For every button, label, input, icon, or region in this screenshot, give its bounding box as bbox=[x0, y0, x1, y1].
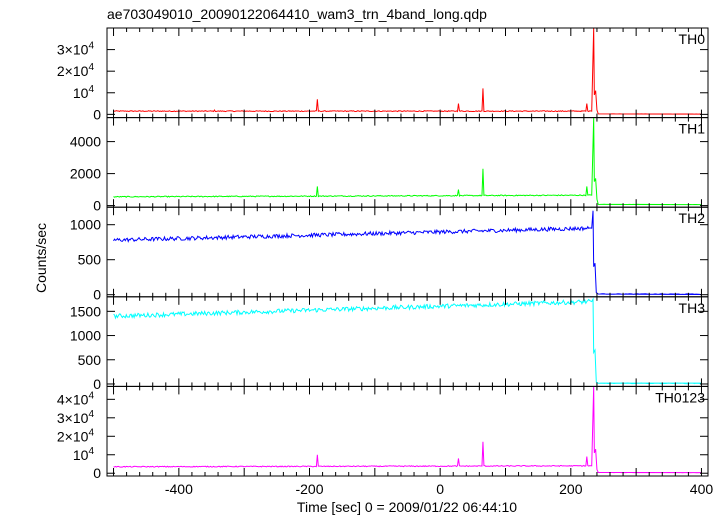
y-tick-label-th3: 1000 bbox=[70, 328, 101, 344]
y-tick-label-th2: 1000 bbox=[70, 217, 101, 233]
y-tick-label-th2: 500 bbox=[78, 252, 102, 268]
x-tick-label: -400 bbox=[165, 481, 193, 497]
y-tick-label-th0: 104 bbox=[73, 84, 95, 101]
panel-label-th0: TH0 bbox=[679, 31, 706, 47]
y-tick-label-th3: 500 bbox=[78, 352, 102, 368]
y-tick-label-th0123: 104 bbox=[73, 446, 95, 463]
series-line-th0123 bbox=[113, 386, 702, 474]
x-tick-label: 200 bbox=[559, 481, 583, 497]
panel-frame-th3 bbox=[106, 296, 709, 387]
panel-frame-th1 bbox=[106, 117, 709, 208]
y-tick-label-exponent: 4 bbox=[88, 41, 94, 52]
y-tick-label-th2: 0 bbox=[93, 287, 101, 303]
y-tick-label-exponent: 4 bbox=[88, 446, 94, 457]
y-tick-label-th3: 1500 bbox=[70, 303, 101, 319]
y-tick-label-th0: 2×104 bbox=[57, 62, 95, 79]
y-tick-label-th0123: 2×104 bbox=[57, 427, 95, 444]
panel-frame-th0 bbox=[106, 27, 709, 119]
y-tick-label-th0: 0 bbox=[93, 106, 101, 122]
y-tick-label-exponent: 4 bbox=[88, 62, 94, 73]
series-line-th2 bbox=[113, 210, 702, 296]
y-axis-label: Counts/sec bbox=[33, 223, 49, 293]
y-tick-label-th0123: 3×104 bbox=[57, 409, 95, 426]
y-tick-label-exponent: 4 bbox=[88, 427, 94, 438]
chart-title: ae703049010_20090122064410_wam3_trn_4ban… bbox=[107, 6, 487, 22]
y-tick-label-exponent: 4 bbox=[88, 390, 94, 401]
y-tick-label-th0: 3×104 bbox=[57, 41, 95, 58]
series-line-th0 bbox=[113, 27, 702, 115]
panel-frame-th2 bbox=[106, 206, 709, 298]
panel-label-th1: TH1 bbox=[679, 121, 706, 137]
panel-label-th2: TH2 bbox=[679, 210, 706, 226]
x-axis-label: Time [sec] 0 = 2009/01/22 06:44:10 bbox=[297, 499, 517, 515]
y-tick-label-th0123: 4×104 bbox=[57, 390, 95, 407]
series-line-th1 bbox=[113, 117, 702, 206]
panel-label-th3: TH3 bbox=[679, 300, 706, 316]
y-tick-label-th3: 0 bbox=[93, 376, 101, 392]
y-tick-label-exponent: 4 bbox=[88, 84, 94, 95]
x-tick-label: -200 bbox=[295, 481, 323, 497]
y-tick-label-th1: 4000 bbox=[70, 134, 101, 150]
y-tick-label-exponent: 4 bbox=[88, 409, 94, 420]
series-line-th3 bbox=[113, 297, 702, 385]
y-tick-label-th0123: 0 bbox=[93, 465, 101, 481]
panel-frame-th0123 bbox=[106, 385, 709, 477]
y-tick-label-th1: 0 bbox=[93, 198, 101, 214]
x-tick-label: 400 bbox=[690, 481, 714, 497]
x-tick-label: 0 bbox=[436, 481, 444, 497]
y-tick-label-th1: 2000 bbox=[70, 166, 101, 182]
panel-label-th0123: TH0123 bbox=[655, 389, 705, 405]
